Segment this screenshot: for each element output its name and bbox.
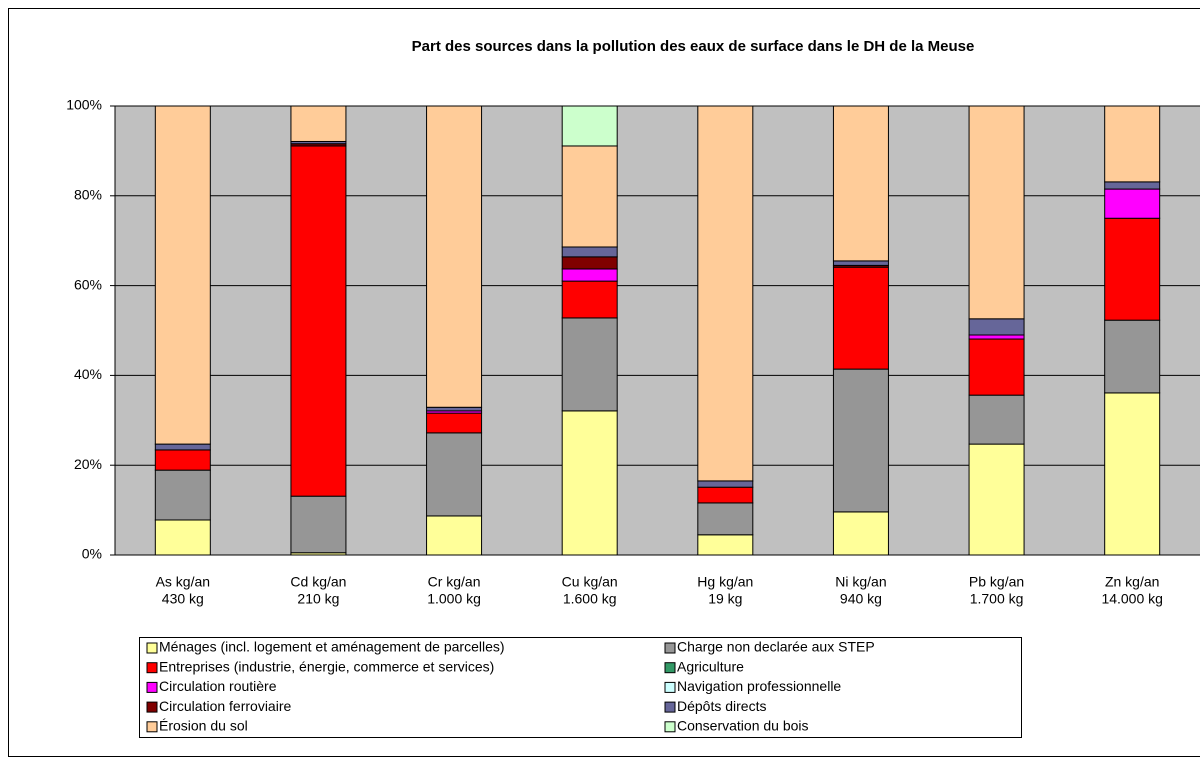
x-tick-label: Cr kg/an <box>428 574 481 590</box>
bar-segment <box>968 443 1025 556</box>
x-tick-label: 1.000 kg <box>427 591 481 607</box>
bar-segment <box>832 266 889 370</box>
bar-segment <box>1104 188 1161 219</box>
legend-swatch <box>664 662 676 674</box>
x-tick-label: 210 kg <box>297 591 339 607</box>
bar-segment <box>968 338 1025 396</box>
legend-label: Circulation ferroviaire <box>159 698 291 714</box>
legend-label: Navigation professionnelle <box>677 678 841 694</box>
x-tick-label: 1.700 kg <box>970 591 1024 607</box>
bar-segment <box>1104 392 1161 556</box>
y-tick-label: 40% <box>74 366 102 382</box>
bar-segment <box>561 280 618 319</box>
bar-segment <box>290 495 347 554</box>
bar-segment <box>697 502 754 536</box>
bar-segment <box>426 105 483 408</box>
x-tick-label: As kg/an <box>156 574 210 590</box>
legend-swatch <box>664 701 676 713</box>
chart-title: Part des sources dans la pollution des e… <box>412 38 975 55</box>
y-tick-label: 20% <box>74 456 102 472</box>
y-tick-label: 100% <box>66 97 102 113</box>
legend-label: Circulation routière <box>159 678 277 694</box>
bar-segment <box>697 105 754 482</box>
bar-segment <box>968 334 1025 340</box>
bar-segment <box>968 318 1025 336</box>
bar-segment <box>426 432 483 517</box>
y-tick-label: 0% <box>82 546 102 562</box>
bar-segment <box>426 412 483 434</box>
bar-segment <box>154 449 211 471</box>
bar-segment <box>968 105 1025 320</box>
bar-segment <box>561 105 618 147</box>
bar-segment <box>1104 217 1161 321</box>
x-tick-label: Hg kg/an <box>697 574 753 590</box>
legend-swatch <box>664 721 676 733</box>
bar-segment <box>561 268 618 282</box>
bar-segment <box>697 534 754 556</box>
legend-swatch <box>664 681 676 693</box>
bar-segment <box>561 145 618 248</box>
legend-box <box>139 637 1022 738</box>
legend-swatch <box>146 701 158 713</box>
legend-swatch <box>664 642 676 654</box>
legend-swatch <box>146 662 158 674</box>
bar-segment <box>697 480 754 488</box>
bar-segment <box>426 515 483 556</box>
bar-segment <box>561 256 618 270</box>
bar-segment <box>290 145 347 497</box>
legend-swatch <box>146 642 158 654</box>
x-tick-label: Ni kg/an <box>835 574 886 590</box>
x-tick-label: 430 kg <box>162 591 204 607</box>
legend-label: Agriculture <box>677 658 744 674</box>
bar-segment <box>561 410 618 556</box>
x-tick-label: Cu kg/an <box>562 574 618 590</box>
bar-segment <box>832 368 889 513</box>
x-tick-label: 19 kg <box>708 591 742 607</box>
bar-segment <box>832 511 889 556</box>
x-tick-label: Cd kg/an <box>290 574 346 590</box>
legend-label: Entreprises (industrie, énergie, commerc… <box>159 658 494 674</box>
y-tick-label: 60% <box>74 276 102 292</box>
legend-swatch <box>146 681 158 693</box>
x-tick-label: Pb kg/an <box>969 574 1024 590</box>
legend-label: Ménages (incl. logement et aménagement d… <box>159 639 505 655</box>
bar-segment <box>154 519 211 556</box>
bar-segment <box>561 317 618 412</box>
bar-segment <box>832 260 889 266</box>
bar-segment <box>968 394 1025 445</box>
bar-segment <box>832 105 889 262</box>
bar-segment <box>154 469 211 521</box>
bar-segment <box>561 246 618 258</box>
legend-label: Conservation du bois <box>677 718 809 734</box>
bar-segment <box>1104 319 1161 394</box>
x-tick-label: 14.000 kg <box>1101 591 1163 607</box>
bar-segment <box>426 406 483 412</box>
x-tick-label: 940 kg <box>840 591 882 607</box>
bar-segment <box>697 486 754 504</box>
legend-label: Charge non declarée aux STEP <box>677 639 875 655</box>
bar-segment <box>1104 181 1161 190</box>
x-tick-label: Zn kg/an <box>1105 574 1159 590</box>
bar-segment <box>154 443 211 451</box>
y-tick-label: 80% <box>74 187 102 203</box>
legend-swatch <box>146 721 158 733</box>
legend-label: Dépôts directs <box>677 698 766 714</box>
x-tick-label: 1.600 kg <box>563 591 617 607</box>
bar-segment <box>1104 105 1161 183</box>
legend-label: Érosion du sol <box>159 718 248 734</box>
bar-segment <box>290 105 347 142</box>
plot-area <box>115 106 1200 555</box>
bar-segment <box>154 105 211 445</box>
